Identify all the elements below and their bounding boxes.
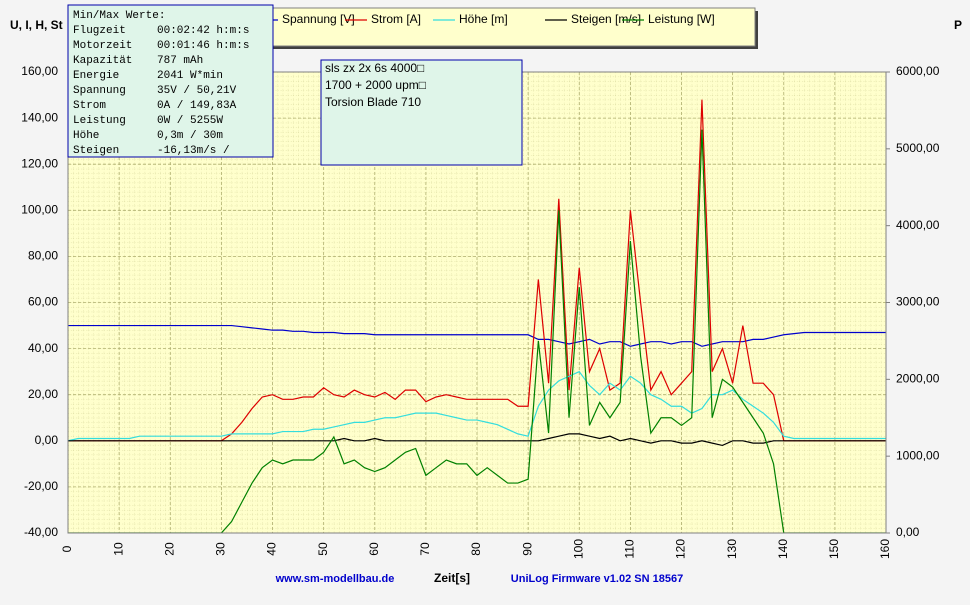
website: www.sm-modellbau.de [275,573,395,585]
y-tick-label: 140,00 [21,110,58,124]
info-value: 2041 W*min [157,70,223,82]
y2-tick-label: 5000,00 [896,141,940,155]
info-label: Motorzeit [73,40,132,52]
y2-tick-label: 6000,00 [896,64,940,78]
y-tick-label: -40,00 [24,525,58,539]
info-label: Höhe [73,130,99,142]
info-value: 00:02:42 h:m:s [157,25,249,37]
firmware: UniLog Firmware v1.02 SN 18567 [511,573,683,585]
info-value: 0W / 5255W [157,115,223,127]
x-tick-label: 40 [265,542,279,556]
y2-axis-title: P [954,18,962,32]
info-label: Kapazität [73,55,132,67]
y2-tick-label: 4000,00 [896,218,940,232]
x-tick-label: 110 [623,539,637,558]
series-lines [68,99,886,533]
y2-tick-label: 1000,00 [896,448,940,462]
annotation: Torsion Blade 710 [325,95,421,109]
x-tick-label: 60 [367,542,381,556]
y2-tick-label: 0,00 [896,525,920,539]
info-value: 0A / 149,83A [157,100,237,112]
info-value: 00:01:46 h:m:s [157,40,249,52]
x-tick-label: 160 [878,539,892,559]
x-tick-label: 20 [162,542,176,556]
annotation-box [320,59,523,166]
series-line [68,433,886,447]
info-value: -16,13m/s / [157,145,230,157]
info-value: 787 mAh [157,55,203,67]
x-tick-label: 90 [520,542,534,556]
x-tick-label: 140 [776,539,790,559]
series-line [68,129,886,533]
info-label: Flugzeit [73,25,126,37]
x-tick-label: 30 [214,542,228,556]
x-tick-label: 50 [316,542,330,556]
x-tick-label: 10 [111,542,125,556]
info-label: Steigen [73,145,119,157]
info-label: Leistung [73,115,126,127]
y-tick-label: 60,00 [28,295,58,309]
y-tick-label: 100,00 [21,202,58,216]
y-tick-label: -20,00 [24,479,58,493]
info-label: Strom [73,100,106,112]
info-box [67,4,274,158]
x-tick-label: 120 [674,539,688,559]
x-axis-title: Zeit[s] [434,571,470,585]
y-tick-label: 40,00 [28,341,58,355]
info-rows: Flugzeit 00:02:42 h:m:s Motorzeit 00:01:46 … [73,25,249,157]
info-label: Spannung [73,85,126,97]
info-value: 35V / 50,21V [157,85,237,97]
y-tick-label: 120,00 [21,156,58,170]
y-tick-label: 0,00 [35,433,59,447]
annotation: 1700 + 2000 upm□ [325,78,426,92]
x-tick-label: 130 [725,539,739,559]
y-tick-label: 20,00 [28,387,58,401]
legend-label: Spannung [V] [282,12,355,26]
y-tick-label: 80,00 [28,249,58,263]
x-tick-label: 100 [571,539,585,559]
series-line [68,324,886,347]
x-tick-label: 0 [60,545,74,552]
y-axis-title: U, I, H, St [10,18,63,32]
annotations: sls zx 2x 6s 4000□ 1700 + 2000 upm□ Torsio… [325,61,426,109]
axis-labels: -40,00-20,000,0020,0040,0060,0080,00100,… [21,64,939,559]
legend [251,7,756,47]
x-tick-label: 80 [469,542,483,556]
y2-tick-label: 2000,00 [896,372,940,386]
annotation: sls zx 2x 6s 4000□ [325,61,424,75]
legend-label: Strom [A] [371,12,421,26]
legend-label: Steigen [m/s] [571,12,641,26]
info-title: Min/Max Werte: [73,10,165,22]
x-tick-label: 70 [418,542,432,556]
info-value: 0,3m / 30m [157,130,223,142]
series-line [68,370,886,442]
legend-label: Höhe [m] [459,12,508,26]
y-tick-label: 160,00 [21,64,58,78]
info-label: Energie [73,70,119,82]
x-tick-label: 150 [827,539,841,559]
legend-label: Leistung [W] [648,12,715,26]
legend-entries: Spannung [V] Strom [A] Höhe [m] Steigen [m/… [256,12,715,26]
y2-tick-label: 3000,00 [896,295,940,309]
